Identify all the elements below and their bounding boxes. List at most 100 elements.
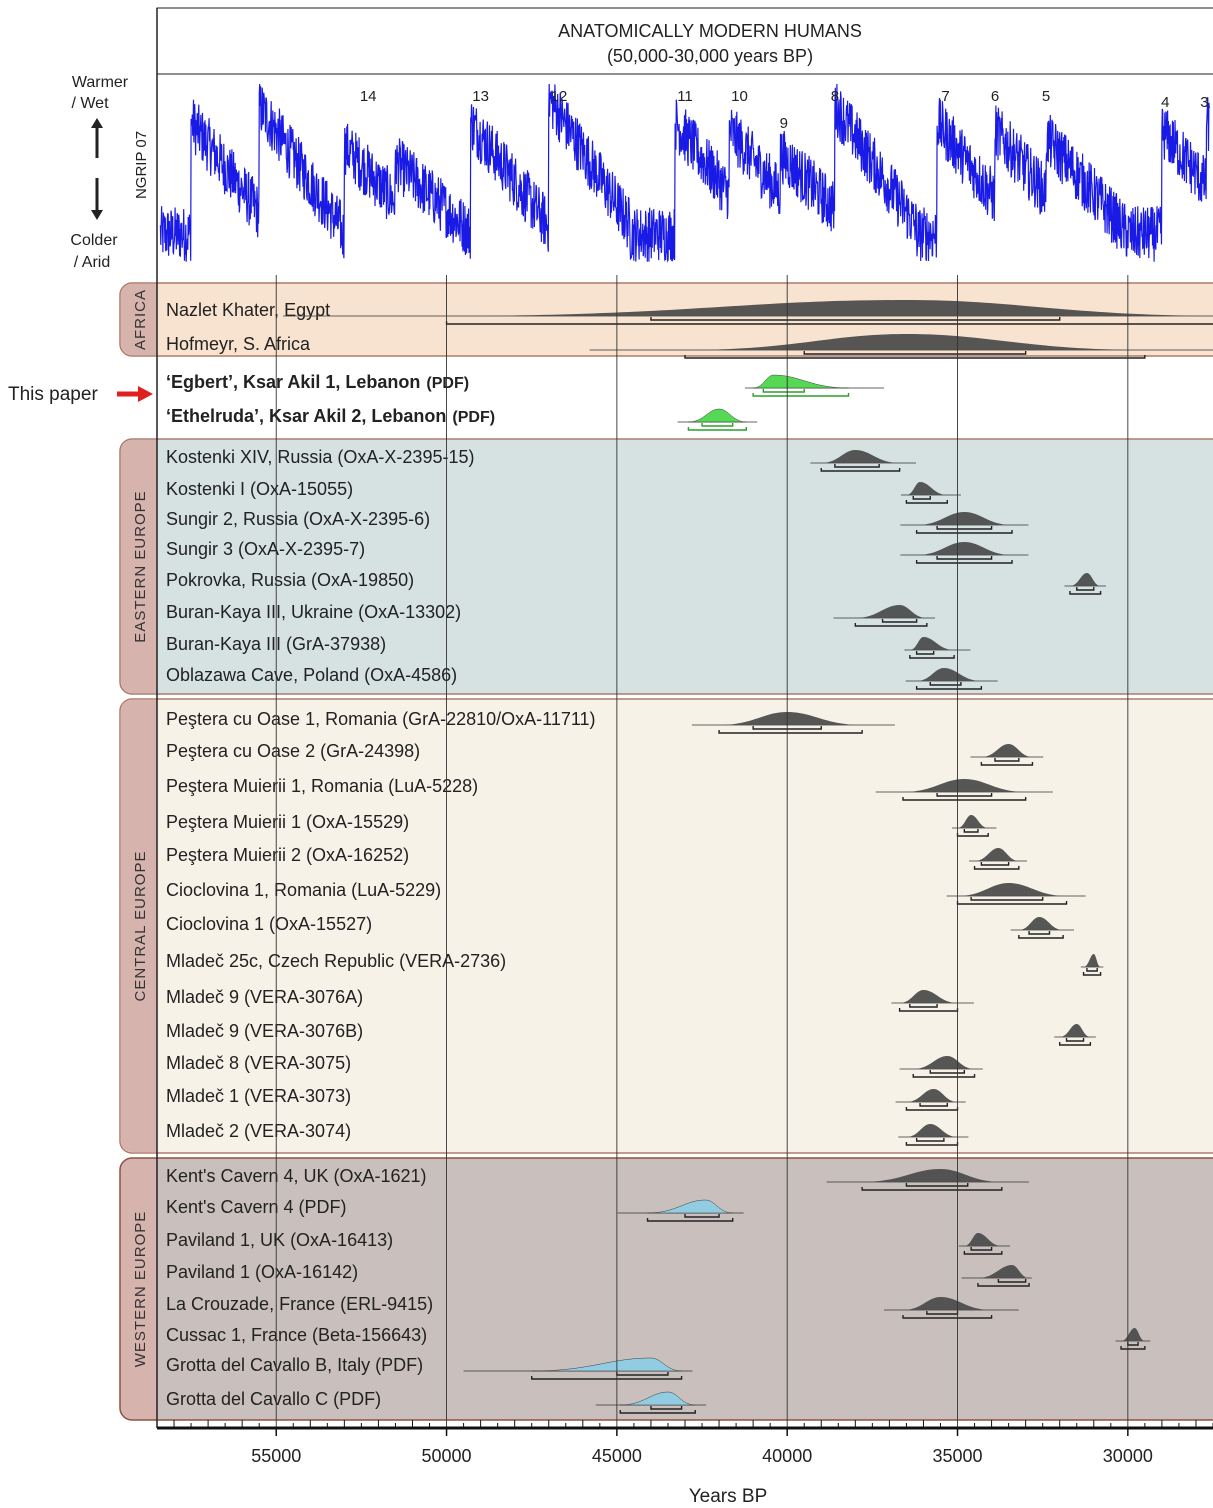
group-label: EASTERN EUROPE [132, 490, 149, 642]
sample-3-1-range68 [994, 758, 1020, 762]
sample-2-5-label: Buran-Kaya III, Ukraine (OxA-13302) [166, 602, 461, 622]
sample-3-4-range95 [973, 866, 1020, 870]
sample-2-2-label: Sungir 2, Russia (OxA-X-2395-6) [166, 509, 430, 529]
group-panel-4 [119, 1157, 1213, 1421]
sample-3-2-range95 [902, 797, 1027, 801]
sample-4-7-density [620, 1391, 696, 1406]
interstadial-label: 14 [360, 88, 377, 105]
sample-0-1-range95 [684, 355, 1146, 359]
sample-4-2-range68 [970, 1247, 993, 1251]
sample-3-12-density [906, 1124, 958, 1137]
group-label: AFRICA [132, 289, 149, 350]
sample-3-7-range95 [1082, 972, 1102, 976]
sample-2-1-density [906, 482, 948, 495]
sample-3-2-range68 [936, 793, 993, 797]
sample-3-3-range68 [963, 829, 979, 833]
sample-2-7-density [916, 668, 982, 681]
sample-0-0-range68 [650, 317, 1061, 321]
sample-3-9-range95 [1059, 1042, 1092, 1046]
sample-3-10-density [913, 1056, 975, 1069]
interstadial-label: 11 [677, 88, 693, 105]
interstadial-label: 7 [941, 88, 949, 105]
sample-2-0-label: Kostenki XIV, Russia (OxA-X-2395-15) [166, 447, 474, 467]
sample-2-3-range68 [936, 556, 993, 560]
sample-1-0-density [753, 374, 849, 389]
sample-2-0-density [821, 450, 900, 463]
sample-2-5-density [855, 605, 927, 618]
sample-3-10-label: Mladeč 8 (VERA-3075) [166, 1053, 351, 1073]
sample-2-3-label: Sungir 3 (OxA-X-2395-7) [166, 539, 365, 559]
sample-3-10-range95 [912, 1074, 976, 1078]
sample-1-0-range68 [762, 389, 805, 393]
sample-1-1-label: ‘Ethelruda’, Ksar Akil 2, Lebanon (PDF) [166, 406, 495, 426]
sample-3-12-label: Mladeč 2 (VERA-3074) [166, 1121, 351, 1141]
interstadial-label: 9 [780, 115, 788, 132]
sample-3-3-label: Peştera Muierii 1 (OxA-15529) [166, 812, 409, 832]
interstadial-label: 10 [731, 88, 748, 105]
sample-4-1-label: Kent's Cavern 4 (PDF) [166, 1197, 347, 1217]
sample-2-4-label: Pokrovka, Russia (OxA-19850) [166, 570, 414, 590]
sample-4-7-range68 [650, 1406, 683, 1410]
sample-2-0-range95 [820, 468, 901, 472]
interstadial-label: 13 [472, 88, 489, 105]
sample-4-2-density [964, 1233, 1002, 1246]
sample-2-1-range68 [912, 496, 931, 500]
colder-label: Colder [70, 232, 118, 249]
group-panel-3 [119, 698, 1213, 1154]
sample-3-7-label: Mladeč 25c, Czech Republic (VERA-2736) [166, 951, 506, 971]
sample-3-4-density [974, 848, 1019, 861]
sample-4-1-range68 [684, 1214, 720, 1218]
sample-3-6-label: Cioclovina 1 (OxA-15527) [166, 914, 372, 934]
sample-2-7-range95 [915, 686, 983, 690]
sample-2-3-density [916, 542, 1013, 555]
sample-1-0-range95 [752, 393, 850, 397]
group-side-band-fill [140, 440, 157, 693]
sample-3-11-label: Mladeč 1 (VERA-3073) [166, 1086, 351, 1106]
sample-3-11-density [906, 1089, 958, 1102]
sample-2-2-range95 [915, 530, 1013, 534]
sample-1-1-range95 [687, 427, 748, 431]
sample-0-1-density [685, 334, 1145, 350]
sample-3-10-range68 [929, 1070, 966, 1074]
this-paper-pointer: This paper [8, 384, 153, 405]
sample-4-3-range95 [977, 1283, 1030, 1287]
x-tick-label: 45000 [592, 1446, 642, 1466]
sample-2-5-range68 [881, 619, 918, 623]
sample-4-2-label: Paviland 1, UK (OxA-16413) [166, 1230, 393, 1250]
sample-4-1-density [647, 1199, 733, 1214]
sample-2-4-density [1069, 573, 1101, 586]
sample-3-6-range95 [1018, 935, 1064, 939]
interstadial-label: 4 [1161, 94, 1169, 111]
sample-4-0-range68 [905, 1183, 969, 1187]
sample-3-7-density [1083, 954, 1101, 967]
sample-3-2-label: Peştera Muierii 1, Romania (LuA-5228) [166, 776, 478, 796]
sample-4-3-density [977, 1265, 1030, 1278]
sample-3-2-density [903, 779, 1026, 792]
sample-3-9-label: Mladeč 9 (VERA-3076B) [166, 1021, 363, 1041]
ngrip-curve [159, 83, 1210, 263]
interstadial-label: 8 [831, 88, 839, 105]
sample-distributions: Nazlet Khater, Egypt Hofmeyr, S. Africa ‘E… [166, 300, 1213, 1414]
x-tick-label: 30000 [1103, 1446, 1153, 1466]
interstadial-label: 5 [1042, 88, 1050, 105]
sample-3-1-density [981, 744, 1033, 757]
sample-0-0-density [446, 300, 1213, 316]
wet-label: / Wet [71, 95, 109, 112]
sample-1-1-density [688, 408, 747, 423]
sample-3-3-density [957, 815, 989, 828]
x-tick-label: 40000 [762, 1446, 812, 1466]
sample-2-4-range68 [1076, 587, 1095, 591]
sample-2-3-range95 [915, 560, 1013, 564]
sample-0-1-range68 [803, 351, 1027, 355]
sample-3-4-range68 [980, 862, 1010, 866]
sample-2-1-range95 [905, 500, 948, 504]
sample-3-8-density [899, 990, 958, 1003]
sample-3-7-range68 [1086, 968, 1098, 972]
sample-0-1-label: Hofmeyr, S. Africa [166, 334, 311, 354]
sample-4-3-label: Paviland 1 (OxA-16142) [166, 1262, 358, 1282]
sample-2-6-range95 [909, 655, 955, 659]
x-axis-label: Years BP [689, 1486, 768, 1507]
arid-label: / Arid [74, 254, 110, 271]
this-paper-label: This paper [8, 384, 98, 405]
